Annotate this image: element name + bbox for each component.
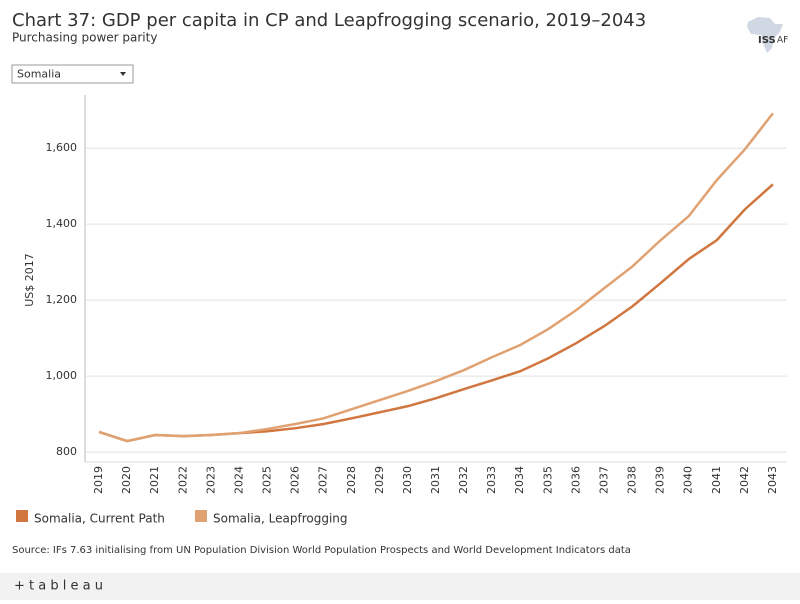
x-tick-label: 2038 [626,466,639,494]
x-tick-label: 2035 [541,466,554,494]
footer-bar [0,573,800,600]
y-tick-label: 800 [56,445,77,458]
dropdown-value[interactable]: Somalia [17,68,61,81]
series-line [98,183,774,443]
x-tick-label: 2025 [261,466,274,494]
source: Source: IFs 7.63 initialising from UN Po… [12,545,631,556]
legend-swatch [16,510,28,522]
x-tick-label: 2042 [738,466,751,494]
chart-subtitle: Purchasing power parity [12,31,157,45]
logo-map [747,17,783,53]
x-tick-label: 2032 [457,466,470,494]
x-tick-label: 2019 [92,466,105,494]
y-tick-label: 1,400 [46,217,78,230]
logo-text: ISS [758,35,776,46]
x-tick-label: 2040 [682,466,695,494]
x-tick-label: 2039 [654,466,667,494]
y-axis-label: US$ 2017 [23,253,36,307]
filter-dropdown[interactable]: Somalia [11,64,134,84]
x-tick-label: 2031 [429,466,442,494]
x-tick-label: 2027 [317,466,330,494]
y-tick-label: 1,000 [46,369,78,382]
y-tick-label: 1,600 [46,141,78,154]
x-tick-label: 2021 [148,466,161,494]
x-tick-label: 2034 [513,466,526,494]
x-tick-label: 2033 [485,466,498,494]
x-tick-label: 2043 [766,466,779,494]
x-tick-label: 2022 [176,466,189,494]
x-tick-label: 2037 [597,466,610,494]
series-line [98,112,774,443]
x-tick-label: 2028 [345,466,358,494]
x-tick-label: 2030 [401,466,414,494]
x-tick-label: 2041 [710,466,723,494]
x-tick-label: 2023 [204,466,217,494]
x-tick-label: 2026 [289,466,302,494]
dropdown-arrow[interactable] [120,72,126,76]
legend-label: Somalia, Current Path [34,512,165,526]
x-tick-label: 2024 [232,466,245,494]
x-tick-label: 2029 [373,466,386,494]
y-tick-label: 1,200 [46,293,78,306]
legend-label: Somalia, Leapfrogging [213,512,348,526]
legend-swatch [195,510,207,522]
x-tick-label: 2020 [120,466,133,494]
x-tick-label: 2036 [569,466,582,494]
dropdown-box[interactable] [11,64,134,84]
logo-suffix: AF [777,36,788,46]
chart-title: Chart 37: GDP per capita in CP and Leapf… [12,10,646,31]
tableau-brand[interactable]: + t a b l e a u [14,579,103,594]
